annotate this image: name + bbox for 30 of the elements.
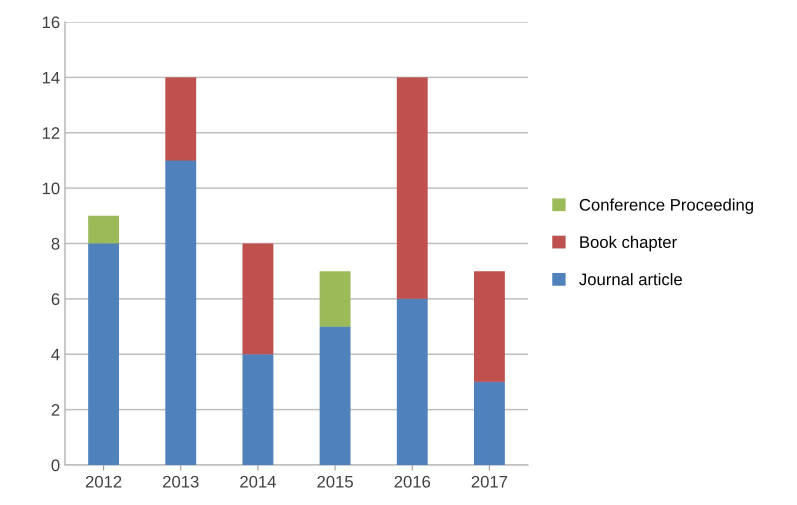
y-tick-label: 12 (42, 127, 60, 139)
bar (396, 77, 428, 299)
legend-label: Conference Proceeding (580, 198, 753, 214)
bar (320, 271, 351, 327)
y-tick-label: 6 (52, 293, 60, 306)
bar (165, 77, 196, 160)
bar (474, 382, 505, 465)
y-tick-label: 16 (42, 16, 60, 28)
bar (88, 216, 120, 244)
x-tick-label: 2014 (240, 476, 276, 488)
y-tick-label: 14 (42, 72, 60, 84)
y-tick-label: 2 (52, 404, 60, 416)
bar (320, 326, 351, 465)
bar (88, 244, 120, 465)
y-tick-label: 0 (52, 459, 60, 472)
legend-label: Book chapter (580, 236, 677, 252)
y-tick-label: 10 (42, 182, 60, 194)
legend-label: Journal article (579, 273, 682, 286)
bar (396, 298, 428, 465)
x-tick-label: 2017 (472, 476, 508, 488)
y-tick-label: 4 (51, 348, 60, 360)
bar (242, 354, 274, 465)
x-tick-label: 2012 (86, 476, 122, 488)
bar (165, 160, 196, 465)
x-tick-label: 2013 (163, 476, 199, 488)
y-tick-label: 8 (52, 238, 60, 250)
bar (242, 244, 274, 354)
x-tick-label: 2015 (317, 476, 353, 488)
x-tick-label: 2016 (394, 476, 430, 488)
bar (474, 271, 505, 382)
